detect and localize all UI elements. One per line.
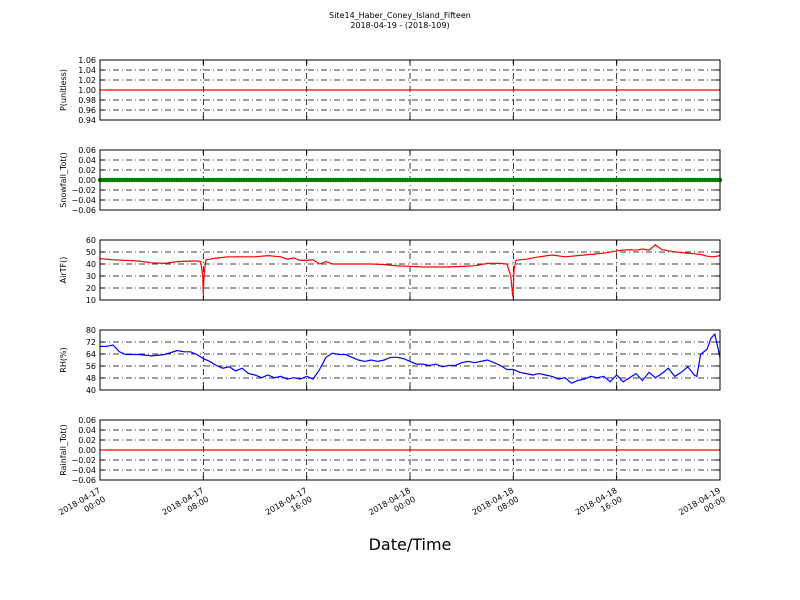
plot-frame [99, 59, 721, 121]
x-axis-label: Date/Time [369, 535, 452, 554]
series-line [100, 332, 721, 384]
y-tick-label: −0.04 [71, 196, 96, 205]
y-tick-label: 40 [86, 386, 96, 395]
y-tick-label: −0.06 [71, 476, 96, 485]
y-tick-label: 0.00 [78, 176, 96, 185]
y-tick-label: 0.04 [78, 156, 96, 165]
x-tick-label: 2018-04-1900:00 [677, 486, 727, 526]
plot-frame [99, 419, 721, 481]
y-tick-label: 0.98 [78, 96, 96, 105]
chart-title: Site14_Haber_Coney_Island_Fifteen [329, 11, 471, 20]
x-tick-label: 2018-04-1716:00 [264, 486, 314, 526]
y-tick-label: 0.94 [78, 116, 96, 125]
y-tick-label: 1.04 [78, 66, 96, 75]
y-tick-label: 0.06 [78, 416, 96, 425]
y-tick-label: 80 [86, 326, 96, 335]
x-tick-label: 2018-04-1800:00 [367, 486, 417, 526]
y-tick-label: −0.02 [71, 456, 96, 465]
y-axis-label: AirTF() [59, 257, 68, 284]
panel-1: 0.940.960.981.001.021.041.06 P(unitless) [59, 56, 721, 125]
x-tick-label: 2018-04-1808:00 [471, 486, 521, 526]
y-tick-label: 48 [86, 374, 96, 383]
y-tick-label: 0.02 [78, 166, 96, 175]
y-tick-label: 0.96 [78, 106, 96, 115]
y-axis-label: Snowfall_Tot() [59, 152, 68, 208]
panel-4: 40 48 56 64 72 80 RH(%) [59, 326, 721, 395]
panel-5: −0.06−0.04−0.020.000.020.040.06 Rainfall_… [59, 416, 721, 485]
plot-frame [99, 239, 721, 301]
y-tick-label: 72 [86, 338, 96, 347]
panel-3: 10 20 30 40 50 60 AirTF() [59, 236, 721, 305]
plot-frame [99, 149, 721, 211]
plot-frame [99, 329, 721, 391]
y-tick-label: 64 [86, 350, 96, 359]
y-tick-label: −0.04 [71, 466, 96, 475]
y-tick-label: 60 [86, 236, 96, 245]
y-axis-label: RH(%) [59, 347, 68, 372]
y-tick-label: 1.00 [78, 86, 96, 95]
y-tick-label: 1.02 [78, 76, 96, 85]
x-tick-label: 2018-04-1700:00 [57, 486, 107, 526]
series-line [99, 244, 721, 297]
y-tick-label: 50 [86, 248, 96, 257]
y-tick-label: 30 [86, 272, 96, 281]
y-tick-label: 10 [86, 296, 96, 305]
y-axis-label: P(unitless) [59, 69, 68, 111]
y-tick-label: −0.02 [71, 186, 96, 195]
y-tick-label: −0.06 [71, 206, 96, 215]
chart-subtitle: 2018-04-19 - (2018-109) [350, 21, 450, 30]
y-tick-label: 56 [86, 362, 96, 371]
y-tick-label: 20 [86, 284, 96, 293]
y-tick-label: 0.02 [78, 436, 96, 445]
y-tick-label: 1.06 [78, 56, 96, 65]
panel-2: −0.06−0.04−0.020.000.020.040.06 Snowfall_… [59, 146, 723, 215]
x-tick-label: 2018-04-1816:00 [574, 486, 624, 526]
x-tick-label: 2018-04-1708:00 [161, 486, 211, 526]
y-tick-label: 0.04 [78, 426, 96, 435]
y-tick-label: 0.00 [78, 446, 96, 455]
y-tick-label: 40 [86, 260, 96, 269]
y-tick-label: 0.06 [78, 146, 96, 155]
y-axis-label: Rainfall_Tot() [59, 424, 68, 476]
